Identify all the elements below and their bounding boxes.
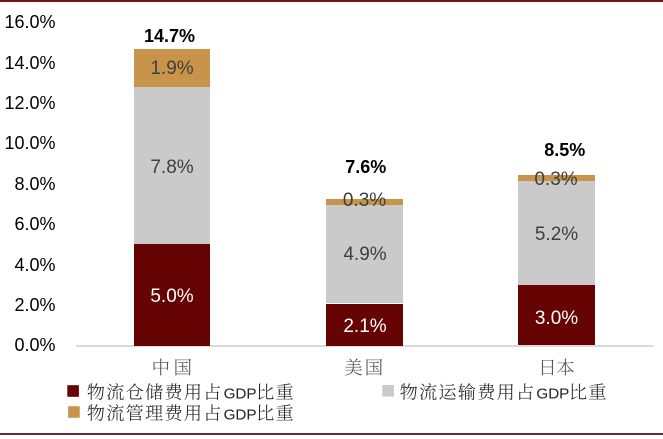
svg-text:GDP: GDP xyxy=(224,407,257,424)
svg-text:GDP: GDP xyxy=(224,386,257,403)
svg-text:GDP: GDP xyxy=(536,386,569,403)
